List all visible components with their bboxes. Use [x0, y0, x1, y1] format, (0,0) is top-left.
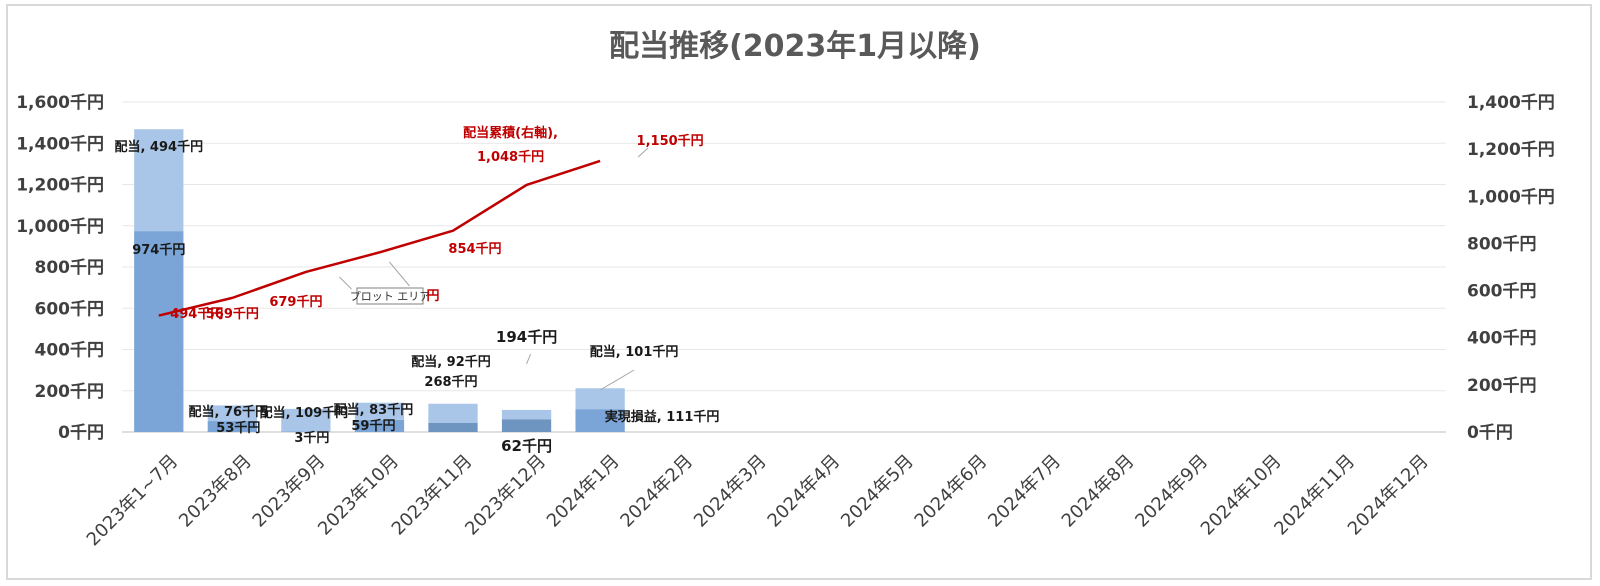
- x-tick-label: 2024年2月: [616, 451, 697, 532]
- bar-dividend: [354, 402, 405, 420]
- leader-line: [526, 353, 532, 365]
- left-tick-label: 800千円: [35, 258, 105, 278]
- gain-label: 3千円: [294, 430, 329, 446]
- dividend-label: 配当, 101千円: [590, 344, 679, 360]
- gain-label: 62千円: [501, 437, 552, 455]
- x-tick-label: 2024年8月: [1058, 451, 1139, 532]
- bars: [134, 129, 625, 432]
- right-tick-label: 1,000千円: [1467, 187, 1555, 207]
- leader-lines: [339, 147, 649, 391]
- right-axis-ticks: 0千円 200千円 400千円 600千円 800千円 1,000千円 1,200千円 1,4…: [1467, 93, 1555, 443]
- dividend-label: 配当, 76千円: [189, 404, 269, 420]
- x-tick-label: 2024年3月: [690, 451, 771, 532]
- right-tick-label: 1,200千円: [1467, 140, 1555, 160]
- bar-gain: [354, 419, 405, 432]
- right-tick-label: 800千円: [1467, 234, 1537, 254]
- bar-dividend: [134, 129, 184, 232]
- gain-label: 268千円: [424, 374, 477, 390]
- x-tick-label: 2023年1~7月: [83, 451, 183, 551]
- chart-frame: [6, 4, 1592, 580]
- leader-line: [637, 147, 649, 158]
- bar-dividend: [575, 388, 625, 410]
- cumulative-label: 1,150千円: [637, 133, 704, 149]
- dividend-label: 配当, 83千円: [334, 402, 414, 418]
- left-tick-label: 200千円: [35, 382, 105, 402]
- gain-label: 59千円: [351, 418, 395, 434]
- bar-dividend: [281, 408, 331, 432]
- bar-gain: [207, 421, 257, 432]
- cumulative-label: 494千円: [170, 306, 223, 322]
- bar-gain: [428, 422, 478, 432]
- left-tick-label: 400千円: [35, 341, 105, 361]
- right-tick-label: 400千円: [1467, 329, 1537, 349]
- bar-gain: [575, 409, 625, 432]
- gain-label: 実現損益, 111千円: [605, 409, 720, 425]
- right-tick-label: 1,400千円: [1467, 93, 1555, 113]
- gain-label: 53千円: [216, 420, 260, 436]
- left-tick-label: 1,600千円: [16, 93, 104, 113]
- leader-line: [389, 261, 410, 287]
- bar-gain: [281, 431, 331, 432]
- left-tick-label: 1,400千円: [16, 134, 104, 154]
- gain-label: 974千円: [132, 242, 185, 258]
- bar-gain: [134, 231, 184, 432]
- plot-area-tooltip: [356, 287, 424, 305]
- leader-line: [599, 369, 635, 391]
- dividend-label: 配当, 494千円: [114, 139, 203, 155]
- right-tick-label: 200千円: [1467, 376, 1537, 396]
- right-tick-label: 600千円: [1467, 282, 1537, 302]
- cumulative-label: 854千円: [448, 241, 501, 257]
- cumulative-line: [158, 159, 601, 317]
- x-tick-label: 2024年7月: [984, 451, 1065, 532]
- leader-line: [339, 276, 352, 290]
- cumulative-label: 1,048千円: [477, 149, 544, 165]
- cumulative-label: 679千円: [269, 294, 322, 310]
- x-tick-label: 2024年1月: [543, 451, 624, 532]
- x-tick-label: 2024年9月: [1131, 451, 1212, 532]
- x-axis-ticks: 2023年1~7月2023年8月2023年9月2023年10月2023年11月2…: [83, 451, 1433, 551]
- gridlines: [122, 101, 1446, 433]
- chart-title: 配当推移(2023年1月以降): [609, 29, 981, 64]
- cumulative-series-name: 配当累積(右軸),: [463, 125, 558, 141]
- cumulative-label: 円: [426, 289, 439, 304]
- dividend-label: 配当, 92千円: [411, 354, 491, 370]
- x-tick-label: 2023年9月: [249, 451, 330, 532]
- left-axis-ticks: 0千円 200千円 400千円 600千円 800千円 1,000千円 1,200千円 1,4…: [16, 93, 104, 443]
- total-label: 194千円: [496, 328, 557, 346]
- dividend-label: 配当, 109千円: [260, 405, 349, 421]
- x-tick-label: 2024年5月: [837, 451, 918, 532]
- cumulative-label: 569千円: [206, 306, 259, 322]
- left-tick-label: 1,200千円: [16, 176, 104, 196]
- left-tick-label: 1,000千円: [16, 217, 104, 237]
- x-tick-label: 2024年4月: [764, 451, 845, 532]
- left-tick-label: 600千円: [35, 299, 105, 319]
- right-tick-label: 0千円: [1467, 423, 1513, 443]
- bar-dividend: [207, 405, 257, 422]
- tooltip-text: プロット エリア: [350, 290, 431, 303]
- bar-dividend: [501, 409, 552, 420]
- x-tick-label: 2024年6月: [911, 451, 992, 532]
- cumulative-line-group: [158, 159, 601, 317]
- left-tick-label: 0千円: [58, 423, 104, 443]
- bar-gain: [501, 419, 552, 432]
- bar-dividend: [428, 403, 478, 423]
- x-tick-label: 2023年8月: [175, 451, 256, 532]
